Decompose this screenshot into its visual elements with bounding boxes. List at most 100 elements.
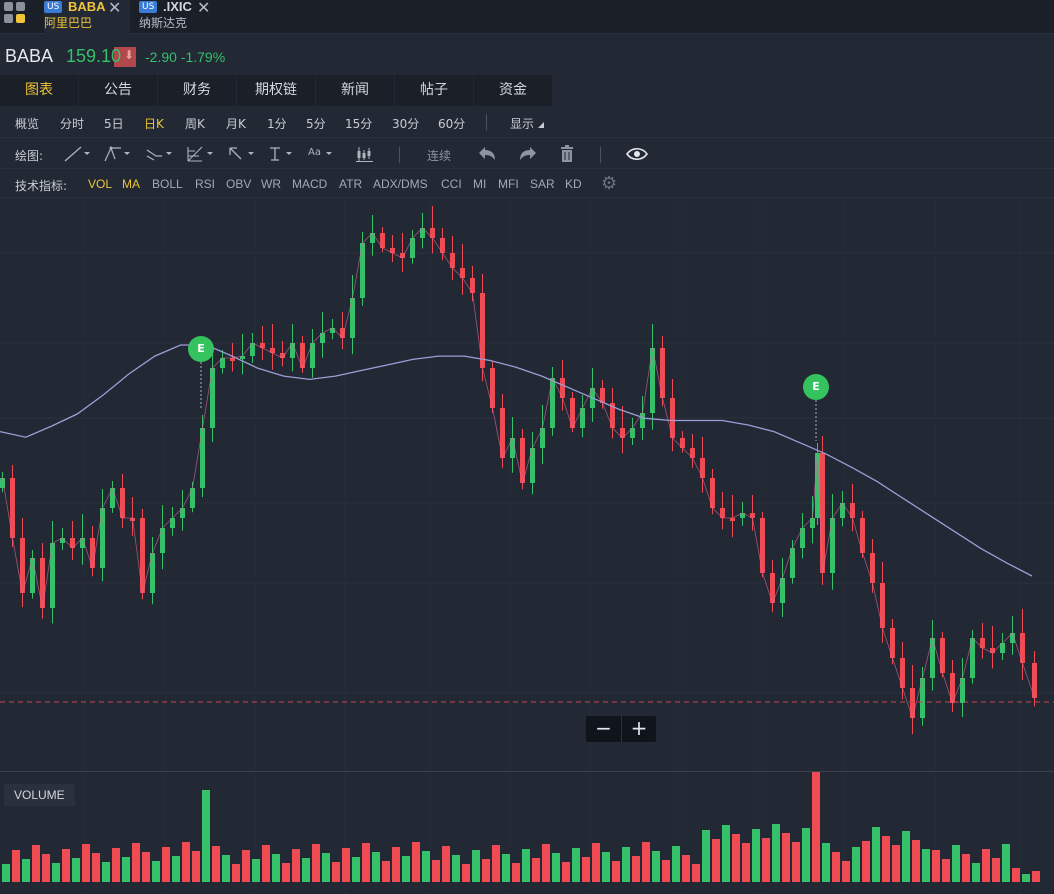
app-grid-icon[interactable] xyxy=(4,2,30,28)
period-intraday[interactable]: 分时 xyxy=(60,117,85,131)
indicator-mi[interactable]: MI xyxy=(473,177,487,191)
tab-baba[interactable]: US BABA 阿里巴巴 ✕ xyxy=(44,0,130,34)
period-overview[interactable]: 概览 xyxy=(15,117,40,131)
fibonacci-tool-icon[interactable] xyxy=(185,144,213,164)
candle xyxy=(950,673,955,703)
volume-bar xyxy=(1032,871,1040,882)
indicator-sar[interactable]: SAR xyxy=(530,177,555,191)
volume-bar xyxy=(212,846,220,882)
channel-tool-icon[interactable] xyxy=(144,144,172,164)
tab-ixic[interactable]: US .IXIC 纳斯达克 ✕ xyxy=(139,0,219,34)
line-tool-icon[interactable] xyxy=(62,144,90,164)
period-60m[interactable]: 60分 xyxy=(438,117,466,131)
indicator-macd[interactable]: MACD xyxy=(292,177,328,191)
candle xyxy=(280,353,285,358)
tab-funds[interactable]: 资金 xyxy=(474,75,552,106)
period-1m[interactable]: 1分 xyxy=(267,117,287,131)
period-30m[interactable]: 30分 xyxy=(392,117,420,131)
measure-tool-icon[interactable] xyxy=(266,144,294,164)
volume-bar xyxy=(152,861,160,882)
close-icon[interactable]: ✕ xyxy=(197,0,211,17)
volume-bar xyxy=(52,863,60,882)
tab-name: 纳斯达克 xyxy=(139,16,188,30)
candle xyxy=(460,268,465,278)
volume-bar xyxy=(942,859,950,882)
volume-bar xyxy=(972,863,980,882)
candle xyxy=(270,348,275,353)
period-5m[interactable]: 5分 xyxy=(306,117,326,131)
candle-type-icon[interactable] xyxy=(354,144,382,164)
candle xyxy=(820,453,825,573)
close-icon[interactable]: ✕ xyxy=(108,0,122,17)
volume-bar xyxy=(202,790,210,882)
candle xyxy=(230,358,235,361)
display-menu[interactable]: 显示 xyxy=(510,117,535,131)
volume-bar xyxy=(172,856,180,882)
candle xyxy=(210,368,215,428)
pitchfork-tool-icon[interactable] xyxy=(102,144,130,164)
period-monthly[interactable]: 月K xyxy=(226,117,246,131)
candle xyxy=(1020,633,1025,663)
drawing-toolbar: 绘图: Aa 连续 xyxy=(0,139,1054,169)
candlestick-chart[interactable] xyxy=(0,198,1054,770)
divider xyxy=(399,147,400,163)
volume-bar xyxy=(872,827,880,882)
period-15m[interactable]: 15分 xyxy=(345,117,373,131)
continuous-button[interactable]: 连续 xyxy=(427,149,452,163)
volume-bar xyxy=(92,853,100,882)
tab-chart[interactable]: 图表 xyxy=(0,75,78,106)
candle xyxy=(10,478,15,538)
tab-announcements[interactable]: 公告 xyxy=(79,75,157,106)
indicator-ma[interactable]: MA xyxy=(122,177,140,191)
period-5d[interactable]: 5日 xyxy=(104,117,124,131)
candle xyxy=(730,518,735,521)
candle xyxy=(190,488,195,508)
undo-icon[interactable] xyxy=(476,144,504,164)
period-daily[interactable]: 日K xyxy=(144,117,164,131)
volume-panel: VOLUME xyxy=(0,771,1054,894)
indicator-atr[interactable]: ATR xyxy=(339,177,363,191)
volume-bar xyxy=(362,843,370,882)
volume-bar xyxy=(402,856,410,882)
indicator-mfi[interactable]: MFI xyxy=(498,177,519,191)
indicator-obv[interactable]: OBV xyxy=(226,177,252,191)
indicator-cci[interactable]: CCI xyxy=(441,177,462,191)
eye-icon[interactable] xyxy=(625,144,653,164)
candle xyxy=(360,243,365,298)
tab-news[interactable]: 新闻 xyxy=(316,75,394,106)
down-arrow-icon: ⬇ xyxy=(124,48,135,62)
indicator-boll[interactable]: BOLL xyxy=(152,177,183,191)
indicator-rsi[interactable]: RSI xyxy=(195,177,216,191)
indicator-vol[interactable]: VOL xyxy=(88,177,113,191)
indicator-adx-dms[interactable]: ADX/DMS xyxy=(373,177,428,191)
earnings-marker[interactable]: E xyxy=(188,336,214,362)
price-change: -2.90 -1.79% xyxy=(145,49,226,65)
period-weekly[interactable]: 周K xyxy=(185,117,205,131)
gear-icon[interactable]: ⚙ xyxy=(601,173,618,194)
candle xyxy=(750,513,755,518)
indicator-kd[interactable]: KD xyxy=(565,177,582,191)
tab-posts[interactable]: 帖子 xyxy=(395,75,473,106)
arrow-tool-icon[interactable] xyxy=(226,144,254,164)
zoom-in-button[interactable]: + xyxy=(621,716,656,742)
candle xyxy=(0,478,5,488)
volume-bar xyxy=(932,850,940,882)
zoom-out-button[interactable]: − xyxy=(595,716,612,740)
candle xyxy=(860,518,865,553)
candle xyxy=(290,343,295,358)
volume-bar xyxy=(132,843,140,882)
redo-icon[interactable] xyxy=(515,144,543,164)
indicator-wr[interactable]: WR xyxy=(261,177,281,191)
candle xyxy=(330,328,335,333)
text-tool-icon[interactable]: Aa xyxy=(306,144,334,164)
candle xyxy=(140,518,145,593)
volume-bar xyxy=(282,863,290,882)
tab-financials[interactable]: 财务 xyxy=(158,75,236,106)
trash-icon[interactable] xyxy=(557,144,585,164)
earnings-marker[interactable]: E xyxy=(803,374,829,400)
tab-options-chain[interactable]: 期权链 xyxy=(237,75,315,106)
zoom-control: − + xyxy=(586,716,656,742)
candle xyxy=(1000,643,1005,653)
candle xyxy=(840,503,845,518)
candle xyxy=(120,488,125,518)
